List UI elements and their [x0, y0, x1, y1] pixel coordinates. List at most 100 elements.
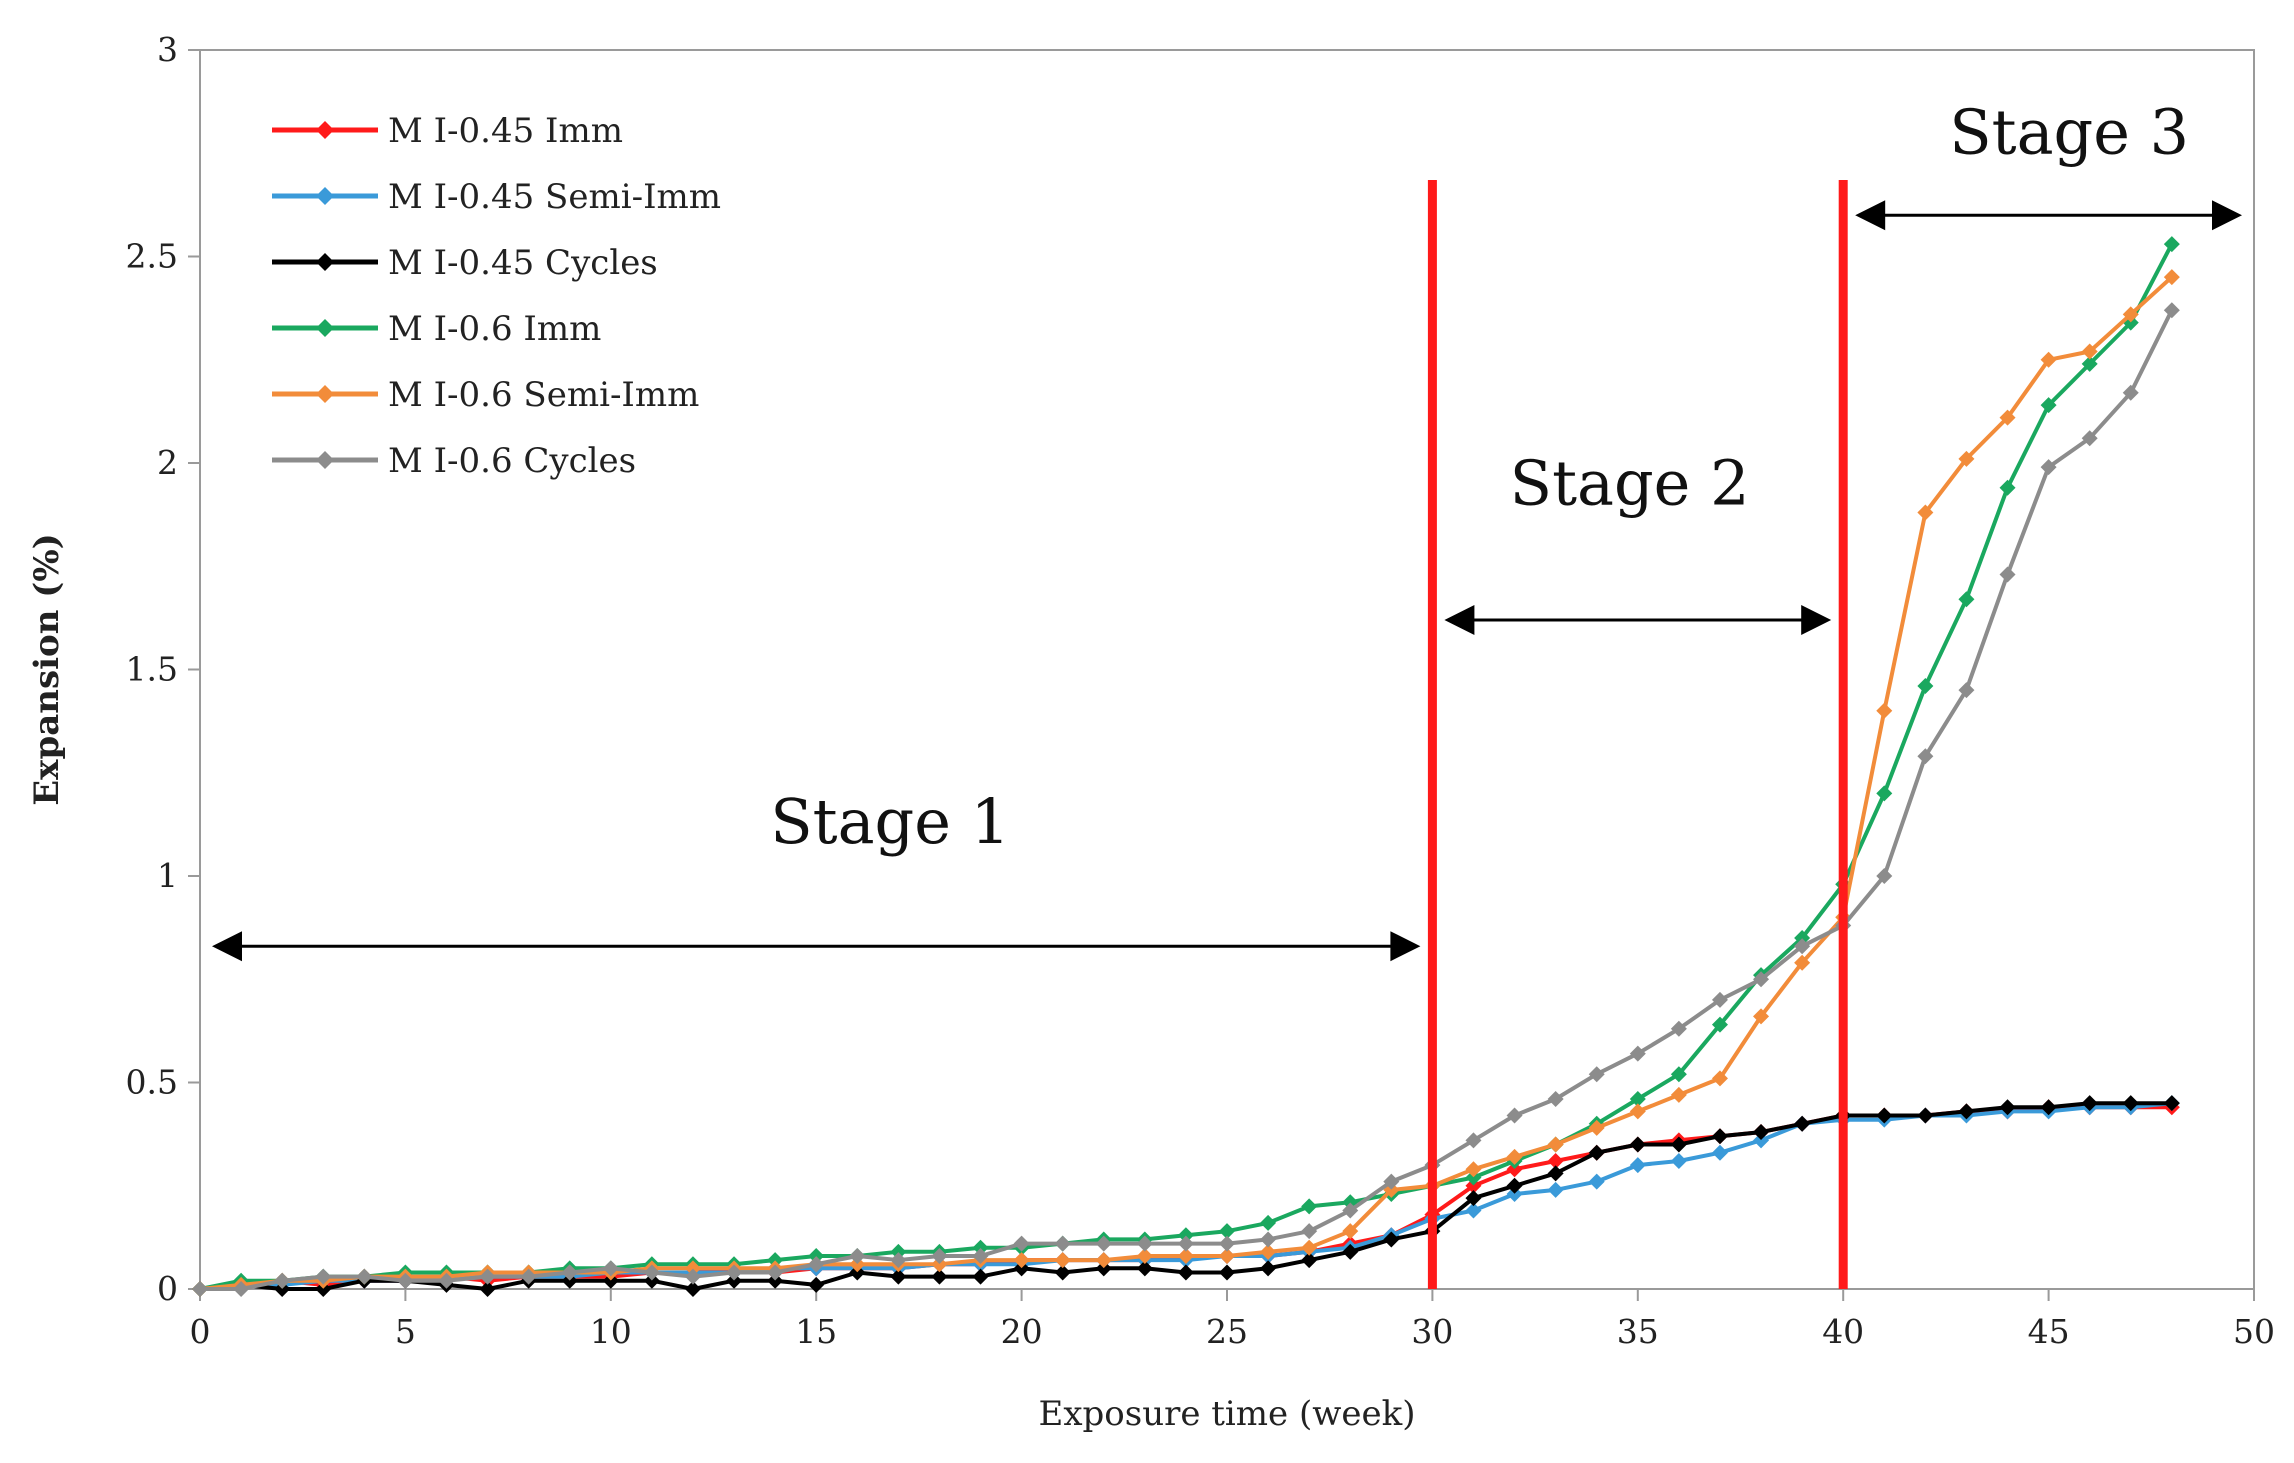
data-point [438, 1272, 455, 1289]
data-point [1260, 1214, 1277, 1231]
data-point [1301, 1252, 1318, 1269]
data-point [1588, 1119, 1605, 1136]
legend: M I-0.45 Imm M I-0.45 Semi-Imm M I-0.45 Cy… [272, 111, 721, 481]
data-point [1958, 682, 1975, 699]
data-point [1465, 1177, 1482, 1194]
y-tick-label: 0.5 [126, 1063, 178, 1102]
y-tick-label: 1 [157, 856, 178, 895]
data-point [1260, 1231, 1277, 1248]
data-point [1670, 1152, 1687, 1169]
data-point [1383, 1173, 1400, 1190]
data-point [643, 1264, 660, 1281]
y-tick-label: 2.5 [126, 237, 178, 276]
data-point [1753, 1132, 1770, 1149]
data-point [1753, 1008, 1770, 1025]
data-point [1465, 1161, 1482, 1178]
data-point [1506, 1148, 1523, 1165]
x-tick-label: 40 [1822, 1312, 1864, 1351]
stage-arrow-head-right [1801, 604, 1832, 635]
data-point [1958, 591, 1975, 608]
stage-label: Stage 3 [1949, 95, 2189, 168]
data-point [684, 1268, 701, 1285]
data-point [684, 1260, 701, 1277]
data-point [602, 1260, 619, 1277]
legend-item: M I-0.45 Semi-Imm [272, 177, 721, 217]
y-axis-title: Expansion (%) [27, 533, 67, 805]
stage-label: Stage 2 [1510, 446, 1750, 519]
data-point [1547, 1152, 1564, 1169]
stage-arrow-head-left [212, 931, 242, 962]
data-point [1465, 1202, 1482, 1219]
data-point [1095, 1260, 1112, 1277]
y-tick-label: 2 [157, 443, 178, 482]
legend-swatch-marker [316, 385, 334, 403]
legend-label: M I-0.45 Semi-Imm [388, 177, 721, 217]
data-point [1054, 1252, 1071, 1269]
data-point [1917, 504, 1934, 521]
data-point [2163, 1095, 2180, 1112]
data-point [849, 1247, 866, 1264]
data-point [1465, 1169, 1482, 1186]
stage-annotations: Stage 1 Stage 2 Stage 3 [212, 95, 2242, 962]
stage-arrow-head-right [1390, 931, 1421, 962]
data-point [1958, 1103, 1975, 1120]
data-point [274, 1272, 291, 1289]
x-axis-title: Exposure time (week) [1039, 1394, 1416, 1434]
data-point [1917, 748, 1934, 765]
data-point [1794, 954, 1811, 971]
legend-swatch-marker [316, 253, 334, 271]
legend-item: M I-0.45 Imm [272, 111, 623, 151]
data-point [1465, 1190, 1482, 1207]
stage-arrow-head-left [1444, 604, 1475, 635]
data-point [1177, 1235, 1194, 1252]
data-point [2040, 397, 2057, 414]
data-point [1670, 1066, 1687, 1083]
data-point [1136, 1260, 1153, 1277]
data-point [1958, 450, 1975, 467]
data-point [2081, 430, 2098, 447]
x-tick-label: 25 [1206, 1312, 1248, 1351]
data-point [1876, 785, 1893, 802]
data-point [2081, 1095, 2098, 1112]
y-axis-ticks: 0 0.5 1 1.5 2 2.5 3 [126, 30, 200, 1308]
data-point [767, 1272, 784, 1289]
data-point [561, 1272, 578, 1289]
data-point [849, 1256, 866, 1273]
data-point [1547, 1091, 1564, 1108]
data-point [890, 1243, 907, 1260]
data-point [1588, 1173, 1605, 1190]
data-point [1260, 1243, 1277, 1260]
data-point [1629, 1136, 1646, 1153]
data-point [1383, 1231, 1400, 1248]
data-point [1999, 1099, 2016, 1116]
data-point [890, 1252, 907, 1269]
legend-swatch-marker [316, 187, 334, 205]
data-point [767, 1252, 784, 1269]
data-point [1013, 1260, 1030, 1277]
y-tick-label: 3 [157, 30, 178, 69]
stage-1-annotation: Stage 1 [212, 785, 1421, 962]
legend-item: M I-0.6 Cycles [272, 441, 636, 481]
data-point [1629, 1103, 1646, 1120]
data-point [808, 1276, 825, 1293]
data-point [274, 1281, 291, 1297]
data-point [1876, 868, 1893, 884]
data-point [1670, 1020, 1687, 1037]
data-point [479, 1268, 496, 1285]
data-point [2122, 384, 2139, 401]
x-tick-label: 20 [1001, 1312, 1043, 1351]
data-point [192, 1281, 208, 1297]
data-point [1547, 1165, 1564, 1182]
data-point [1219, 1247, 1235, 1264]
data-point [1629, 1045, 1646, 1062]
x-tick-label: 15 [795, 1312, 837, 1351]
data-point [1794, 1115, 1811, 1132]
data-point [315, 1268, 332, 1285]
data-point [1342, 1223, 1359, 1240]
data-point [767, 1264, 784, 1281]
data-point [1506, 1161, 1523, 1178]
x-tick-label: 30 [1411, 1312, 1453, 1351]
data-point [1711, 1016, 1728, 1033]
